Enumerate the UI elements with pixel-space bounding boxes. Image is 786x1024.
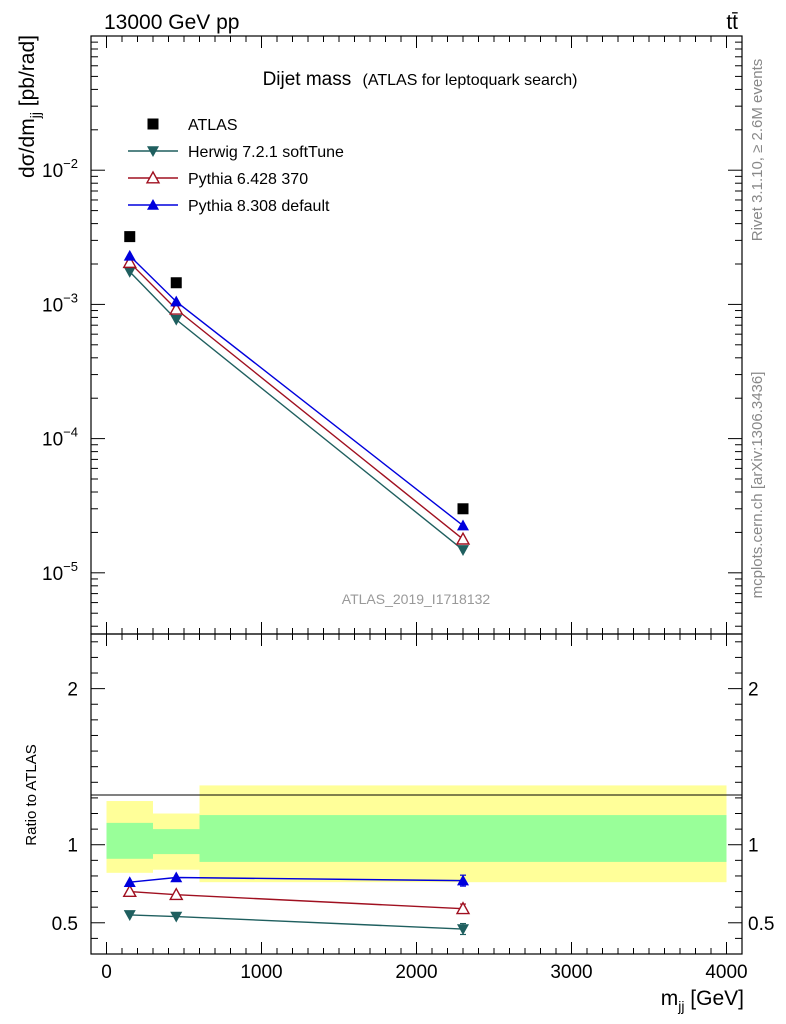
- main-y-axis-label: dσ/dmjj [pb/rad]: [16, 35, 43, 178]
- ratio-y-axis-label: Ratio to ATLAS: [23, 744, 40, 845]
- ratio-series-0: [123, 910, 469, 936]
- band-green: [153, 829, 200, 855]
- legend-label: Pythia 6.428 370: [188, 171, 308, 188]
- rivet-label: Rivet 3.1.10, ≥ 2.6M events: [749, 59, 766, 242]
- x-tick-label: 1000: [240, 962, 282, 983]
- data-point: [170, 295, 183, 307]
- data-point: [455, 531, 471, 545]
- band-green: [106, 822, 153, 859]
- x-axis-label: mjj [GeV]: [661, 987, 744, 1014]
- x-tick-label: 4000: [705, 962, 747, 983]
- series-3: [123, 249, 469, 531]
- legend-marker: [147, 199, 159, 210]
- ratio-point: [457, 874, 469, 886]
- legend-label: Herwig 7.2.1 softTune: [188, 144, 344, 161]
- ratio-point: [169, 887, 184, 901]
- legend-entry: ATLAS: [147, 117, 238, 134]
- y-tick-label: 10−3: [42, 290, 78, 316]
- chart-title-sub: (ATLAS for leptoquark search): [363, 72, 578, 89]
- chart-title-main: Dijet mass: [263, 69, 352, 90]
- legend: ATLAS Herwig 7.2.1 softTune Pythia 6.428 3…: [128, 117, 344, 215]
- x-tick-label: 2000: [395, 962, 437, 983]
- ratio-point: [170, 911, 183, 923]
- data-point: [123, 266, 136, 278]
- ratio-series: [122, 871, 471, 936]
- main-panel: 10−2 10−3 10−4 10−5 Dijet mass (ATLAS for l…: [16, 35, 743, 635]
- band-green: [199, 815, 727, 862]
- main-y-tick-labels: 10−2 10−3 10−4 10−5: [42, 156, 78, 585]
- ratio-y-tick-labels: 0.5 0.5 1 1 2 2: [52, 680, 775, 935]
- legend-marker: [147, 118, 159, 130]
- chart-title: Dijet mass (ATLAS for leptoquark search): [263, 69, 578, 90]
- data-point: [457, 503, 469, 515]
- ratio-x-tick-labels: 0 1000 2000 3000 4000: [101, 962, 747, 983]
- data-point: [124, 231, 136, 243]
- legend-label: Pythia 8.308 default: [188, 198, 330, 215]
- legend-entry: Herwig 7.2.1 softTune: [128, 144, 344, 161]
- ratio-y-tick-label-right: 1: [748, 836, 759, 857]
- data-point: [457, 519, 469, 531]
- ratio-point: [123, 876, 136, 887]
- legend-marker: [147, 146, 159, 157]
- ratio-point: [122, 884, 137, 898]
- ratio-series-1: [122, 884, 471, 915]
- series-0: [124, 231, 469, 515]
- legend-entry: Pythia 6.428 370: [128, 170, 308, 188]
- data-point: [170, 314, 183, 326]
- ratio-line: [129, 914, 464, 930]
- ratio-y-tick-label: 1: [67, 836, 78, 857]
- legend-marker: [145, 170, 161, 184]
- series-line: [129, 255, 464, 527]
- x-tick-label: 3000: [550, 962, 592, 983]
- ratio-point: [457, 924, 469, 936]
- x-tick-label: 0: [101, 962, 112, 983]
- source-label: mcplots.cern.ch [arXiv:1306.3436]: [749, 372, 766, 599]
- process-label: tt̄: [726, 11, 738, 34]
- ratio-point: [170, 871, 183, 883]
- main-axis-ticks: [91, 35, 742, 634]
- ratio-series-2: [123, 871, 469, 887]
- ratio-panel: 0.5 0.5 1 1 2 2 0 1000 2000 3000 4000 Ratio to AT…: [23, 633, 775, 1014]
- series-2: [122, 255, 471, 545]
- legend-entry: Pythia 8.308 default: [128, 198, 330, 215]
- ratio-uncertainty-bands: [106, 785, 727, 883]
- y-tick-label: 10−4: [42, 425, 78, 451]
- data-point: [457, 545, 469, 556]
- watermark: ATLAS_2019_I1718132: [342, 591, 491, 607]
- ratio-y-tick-label-right: 2: [748, 680, 759, 701]
- y-tick-label: 10−5: [42, 559, 78, 585]
- ratio-point: [123, 910, 136, 921]
- energy-label: 13000 GeV pp: [104, 11, 239, 34]
- legend-label: ATLAS: [188, 117, 238, 134]
- data-point: [123, 249, 136, 261]
- series-1: [123, 266, 469, 556]
- ratio-frame: [90, 633, 743, 955]
- ratio-y-tick-label: 0.5: [52, 914, 78, 935]
- data-point: [122, 255, 137, 269]
- ratio-point: [455, 901, 471, 915]
- data-point: [170, 277, 182, 289]
- ratio-axis-ticks: [91, 634, 742, 954]
- data-point: [169, 301, 184, 315]
- main-series: [122, 231, 471, 556]
- ratio-y-tick-label: 2: [67, 680, 78, 701]
- ratio-y-tick-label-right: 0.5: [748, 914, 774, 935]
- y-tick-label: 10−2: [42, 156, 78, 182]
